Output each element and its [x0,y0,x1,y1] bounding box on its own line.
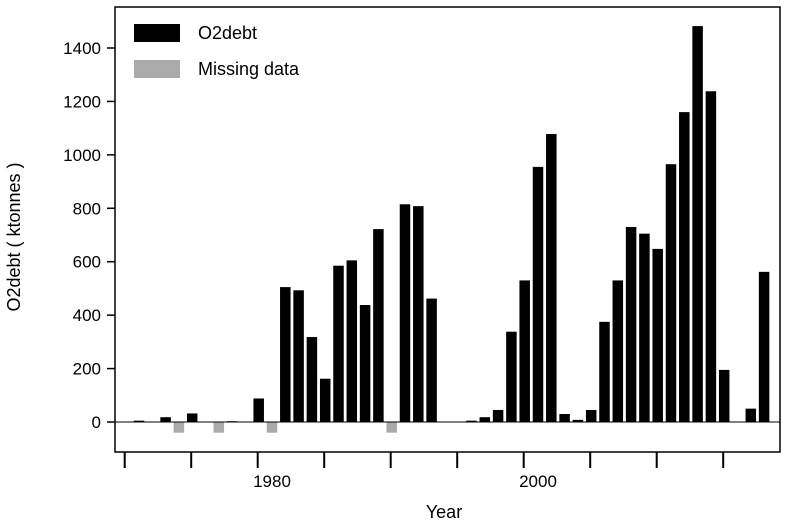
o2debt-bar [160,417,171,422]
o2debt-bar [492,409,504,422]
o2debt-bar [373,229,384,422]
o2debt-bar [692,26,703,422]
o2debt-bar [559,413,570,422]
o2debt-bar [665,164,677,422]
o2debt-bar [346,260,358,422]
y-axis: 0 200 400 600 800 1000 1200 1400 [63,39,115,432]
o2debt-bar [133,420,145,422]
y-tick-label: 1200 [63,92,101,111]
o2debt-bar [359,304,371,422]
o2debt-bar [585,409,597,422]
o2debt-bar [652,248,663,422]
o2debt-bar [718,369,730,422]
x-axis: 1980 2000 [123,452,725,491]
plot-frame [114,6,781,453]
y-tick-label: 200 [73,360,101,379]
o2debt-bar [293,290,304,422]
o2debt-bar [413,206,424,422]
legend-swatch [134,24,180,42]
missing-data-bar [213,422,225,433]
legend-swatch [134,60,180,78]
y-tick-label: 600 [73,253,101,272]
o2debt-bar [519,280,530,422]
o2debt-bar [466,420,477,422]
y-axis-title: O2debt ( ktonnes ) [4,162,24,311]
o2debt-bar [745,408,757,422]
o2debt-bar [612,280,624,422]
missing-data-bar [386,422,397,433]
missing-data-bar [173,422,185,433]
o2debt-bar [758,271,770,422]
o2debt-bar [639,233,650,422]
o2debt-bar [186,413,198,422]
o2debt-bar [625,226,637,422]
o2debt-bar [306,337,318,422]
o2debt-bar [479,417,491,422]
o2debt-bar [599,321,610,422]
o2debt-bar [679,112,690,422]
y-tick-label: 1400 [63,39,101,58]
legend: O2debt Missing data [134,23,300,79]
o2debt-bar [532,166,544,422]
legend-label: O2debt [198,23,257,43]
o2debt-bar [399,204,411,422]
o2debt-bar [333,265,344,422]
o2debt-bar [506,331,517,422]
legend-label: Missing data [198,59,300,79]
y-tick-label: 1000 [63,146,101,165]
x-tick-label: 2000 [519,472,557,491]
missing-data-bar [266,422,278,433]
x-tick-label: 1980 [253,472,291,491]
bars [133,26,770,433]
y-tick-label: 0 [92,413,101,432]
y-tick-label: 800 [73,199,101,218]
x-axis-title: Year [426,502,462,522]
y-tick-label: 400 [73,306,101,325]
o2debt-bar [546,134,557,422]
o2debt-bar [253,398,264,422]
o2debt-bar [572,419,584,422]
o2debt-bar [280,287,291,422]
o2debt-bar [426,298,437,422]
o2debt-bar [705,91,717,422]
o2debt-bar [319,378,331,422]
